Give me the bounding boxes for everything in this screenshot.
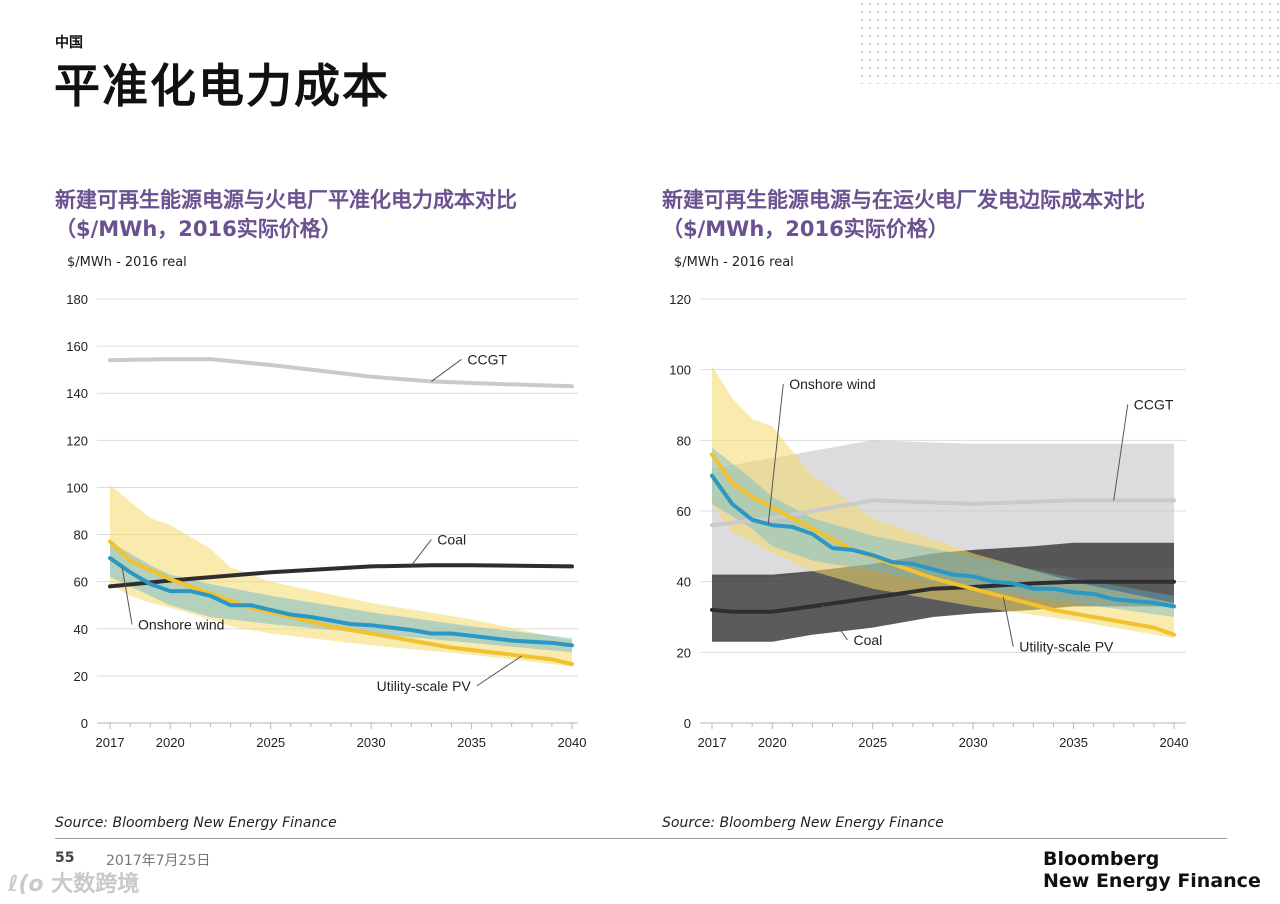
page-date: 2017年7月25日 [106, 853, 211, 869]
right-y-tick-label-60: 60 [677, 504, 691, 519]
left-x-tick-label-2035: 2035 [457, 735, 486, 750]
left-y-tick-label-60: 60 [74, 575, 88, 590]
footer-divider [55, 838, 1227, 839]
right-wind-series-line [710, 473, 1176, 609]
left-chart-title: 新建可再生能源电源与火电厂平准化电力成本对比 （$/MWh，2016实际价格） [55, 186, 615, 244]
right-ccgt-annotation-leader [1113, 404, 1129, 501]
brand-line-1: Bloomberg [1043, 848, 1160, 870]
right-ccgt-series-line [710, 498, 1176, 528]
right-coal-annotation-leader [822, 604, 848, 641]
right-x-tick-label-2030: 2030 [959, 735, 988, 750]
left-x-tick-label-2040: 2040 [558, 735, 587, 750]
decorative-dot-pattern [858, 0, 1280, 84]
left-chart-title-line: 新建可再生能源电源与火电厂平准化电力成本对比 [55, 188, 517, 212]
watermark-logo-icon: ℓ(o [8, 872, 44, 897]
left-pv-annotation-leader [476, 655, 523, 687]
right-x-tick-label-2017: 2017 [698, 735, 727, 750]
watermark: ℓ(o 大数跨境 [8, 866, 139, 898]
left-wind-annotation-label: Onshore wind [138, 617, 224, 633]
right-chart-unit-label: $/MWh - 2016 real [674, 255, 794, 270]
right-pv-range-band [712, 366, 1174, 639]
left-y-tick-label-20: 20 [74, 669, 88, 684]
left-y-tick-label-40: 40 [74, 622, 88, 637]
left-pv-range-band [110, 485, 572, 667]
right-y-tick-label-100: 100 [669, 363, 691, 378]
left-chart-unit-label: $/MWh - 2016 real [67, 255, 187, 270]
left-y-tick-label-0: 0 [81, 716, 88, 731]
brand-logo: Bloomberg New Energy Finance [1043, 848, 1261, 892]
left-ccgt-annotation-leader [431, 359, 462, 382]
right-y-tick-label-40: 40 [677, 575, 691, 590]
right-wind-annotation-leader [767, 384, 784, 525]
left-y-tick-label-80: 80 [74, 528, 88, 543]
right-pv-annotation-leader [1002, 596, 1014, 647]
region-label: 中国 [55, 35, 83, 51]
left-y-tick-label-140: 140 [66, 386, 88, 401]
left-y-tick-label-160: 160 [66, 339, 88, 354]
right-coal-annotation-label: Coal [853, 632, 882, 648]
right-chart-title: 新建可再生能源电源与在运火电厂发电边际成本对比 （$/MWh，2016实际价格） [662, 186, 1262, 244]
right-x-tick-label-2025: 2025 [858, 735, 887, 750]
watermark-text: 大数跨境 [51, 872, 140, 897]
right-chart-source: Source: Bloomberg New Energy Finance [662, 815, 944, 831]
right-coal-series-line [710, 579, 1176, 614]
right-y-tick-label-20: 20 [677, 645, 691, 660]
right-chart-subtitle-line: （$/MWh，2016实际价格） [662, 217, 949, 241]
left-ccgt-annotation-label: CCGT [467, 351, 507, 367]
right-y-tick-label-0: 0 [684, 716, 691, 731]
left-pv-annotation-label: Utility-scale PV [377, 678, 472, 694]
right-y-tick-label-80: 80 [677, 433, 691, 448]
left-x-tick-label-2020: 2020 [156, 735, 185, 750]
left-wind-series-line [108, 556, 574, 648]
left-y-tick-label-120: 120 [66, 433, 88, 448]
left-y-tick-label-100: 100 [66, 480, 88, 495]
right-y-tick-label-120: 120 [669, 292, 691, 307]
left-chart-subtitle-line: （$/MWh，2016实际价格） [55, 217, 342, 241]
right-x-tick-label-2040: 2040 [1160, 735, 1189, 750]
page-title: 平准化电力成本 [54, 59, 390, 113]
left-coal-annotation-leader [410, 539, 432, 566]
brand-line-2: New Energy Finance [1043, 870, 1261, 892]
left-coal-annotation-label: Coal [437, 532, 466, 548]
left-x-tick-label-2017: 2017 [96, 735, 125, 750]
left-y-tick-label-180: 180 [66, 292, 88, 307]
right-x-tick-label-2035: 2035 [1059, 735, 1088, 750]
left-x-tick-label-2025: 2025 [256, 735, 285, 750]
right-chart-title-line: 新建可再生能源电源与在运火电厂发电边际成本对比 [662, 188, 1145, 212]
right-x-tick-label-2020: 2020 [758, 735, 787, 750]
left-x-tick-label-2030: 2030 [357, 735, 386, 750]
left-ccgt-series-line [108, 357, 574, 389]
right-wind-annotation-label: Onshore wind [789, 376, 875, 392]
left-chart-source: Source: Bloomberg New Energy Finance [55, 815, 337, 831]
left-wind-annotation-leader [121, 566, 133, 625]
right-pv-annotation-label: Utility-scale PV [1019, 639, 1114, 655]
page-number: 55 [55, 850, 75, 866]
left-pv-series-line [108, 539, 574, 667]
left-wind-range-band [110, 541, 572, 653]
right-pv-series-line [710, 452, 1176, 637]
right-ccgt-annotation-label: CCGT [1134, 396, 1174, 412]
